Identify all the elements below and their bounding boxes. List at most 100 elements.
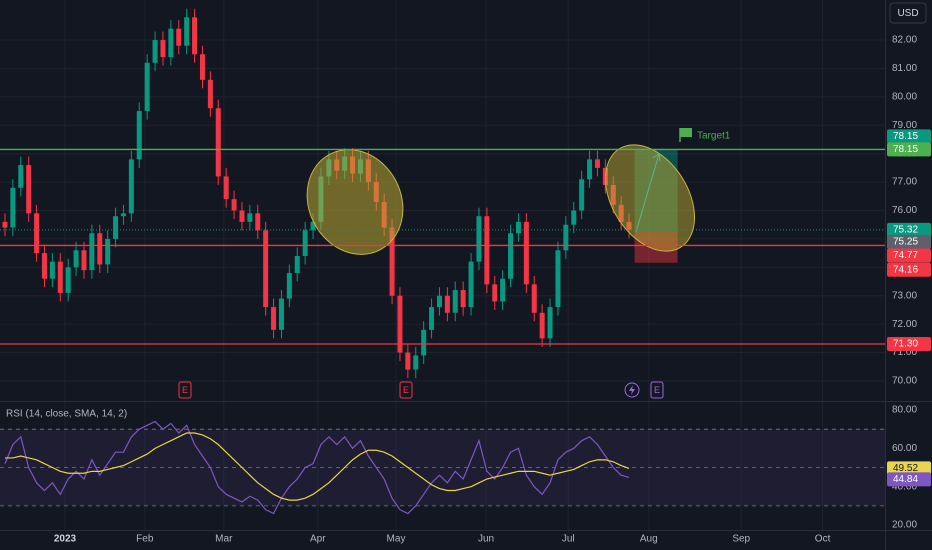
candle-body <box>89 233 95 271</box>
price-label: 74.77 <box>893 250 918 261</box>
price-label: 78.15 <box>893 131 918 142</box>
y-tick-label: 76.00 <box>892 205 917 216</box>
candle-body <box>105 238 111 265</box>
rsi-pane: RSI (14, close, SMA, 14, 2) <box>0 409 885 515</box>
earnings-icon[interactable] <box>650 381 664 399</box>
candle-body <box>508 233 514 279</box>
candle-body <box>152 40 158 63</box>
candle-body <box>278 298 284 330</box>
currency-button[interactable] <box>889 2 927 24</box>
candle-body <box>302 230 308 256</box>
candle-body <box>215 108 221 177</box>
rsi-tick-label: 60.00 <box>892 443 917 454</box>
x-tick-label: Feb <box>136 534 154 545</box>
candle-body <box>563 224 569 251</box>
candle-body <box>65 267 71 293</box>
candle-body <box>184 17 190 46</box>
y-tick-label: 73.00 <box>892 290 917 301</box>
price-label-bg <box>887 472 931 487</box>
candle-body <box>492 284 498 302</box>
candle-body <box>476 216 482 262</box>
candle-body <box>397 295 403 353</box>
earnings-icon-glyph: E <box>403 385 409 395</box>
price-label-bg <box>887 129 931 144</box>
candle-body <box>136 111 142 160</box>
candle-body <box>484 216 490 285</box>
candle-body <box>579 179 585 211</box>
candle-body <box>286 273 292 299</box>
candle-body <box>263 230 269 308</box>
sma-line <box>4 432 630 501</box>
earnings-icon-glyph: E <box>654 385 660 395</box>
candle-body <box>199 54 205 80</box>
candle-body <box>429 307 435 330</box>
candle-body <box>160 40 166 58</box>
price-label: 49.52 <box>893 463 918 474</box>
price-label: 78.15 <box>893 144 918 155</box>
candle-body <box>294 255 300 274</box>
price-label-bg <box>887 234 931 249</box>
y-tick-label: 77.00 <box>892 177 917 188</box>
candle-body <box>515 221 521 234</box>
candle-body <box>539 312 545 339</box>
x-tick-label: Jul <box>562 534 575 545</box>
x-tick-label: Mar <box>215 534 233 545</box>
rsi-tick-label: 20.00 <box>892 520 917 531</box>
candle-body <box>500 278 506 302</box>
candle-body <box>555 250 561 308</box>
earnings-icon[interactable] <box>399 381 413 399</box>
y-tick-label: 82.00 <box>892 35 917 46</box>
price-label-bg <box>887 337 931 352</box>
y-tick-label: 72.00 <box>892 319 917 330</box>
price-label: 75.25 <box>893 236 918 247</box>
candle-body <box>113 216 119 239</box>
candle-body <box>207 79 213 109</box>
candle-body <box>594 159 600 168</box>
target-flag <box>680 128 692 137</box>
candle-body <box>57 261 63 293</box>
currency: USD <box>897 8 918 19</box>
candle-body <box>468 261 474 308</box>
x-tick-label: 2023 <box>54 534 77 545</box>
candle-body <box>120 213 126 217</box>
candle-body <box>389 227 395 296</box>
candle-body <box>255 213 261 231</box>
price-label-bg <box>887 461 931 476</box>
x-tick-label: Oct <box>815 534 831 545</box>
candle-body <box>176 28 182 46</box>
grid <box>0 0 885 530</box>
dividend-glyph <box>629 385 635 395</box>
rsi-tick-label: 80.00 <box>892 405 917 416</box>
rsi-line <box>4 420 630 515</box>
candle-body <box>26 165 32 214</box>
candle-body <box>247 213 253 222</box>
candle-body <box>18 165 24 188</box>
candle-body <box>41 253 47 279</box>
candle-body <box>421 329 427 356</box>
candle-body <box>128 159 134 214</box>
price-label-bg <box>887 142 931 157</box>
y-tick-label: 71.00 <box>892 347 917 358</box>
indicator-title: RSI (14, close, SMA, 14, 2) <box>6 409 127 420</box>
candle-body <box>81 250 87 271</box>
candle-body <box>310 221 316 231</box>
highlight-ellipse <box>306 149 404 255</box>
dividend-icon[interactable] <box>624 382 640 398</box>
candle-body <box>49 261 55 279</box>
y-tick-label: 80.00 <box>892 92 917 103</box>
candle-body <box>271 307 277 330</box>
candle-body <box>547 307 553 339</box>
x-tick-label: May <box>387 534 406 545</box>
price-label: 75.32 <box>893 224 918 235</box>
candle-body <box>34 213 40 254</box>
y-tick-label: 70.00 <box>892 376 917 387</box>
x-tick-label: Jun <box>478 534 494 545</box>
candle-body <box>223 176 229 200</box>
target-arrow <box>635 153 660 233</box>
rsi-tick-label: 40.00 <box>892 481 917 492</box>
candle-body <box>231 199 237 211</box>
earnings-icon[interactable] <box>178 381 192 399</box>
candle-body <box>2 221 8 228</box>
